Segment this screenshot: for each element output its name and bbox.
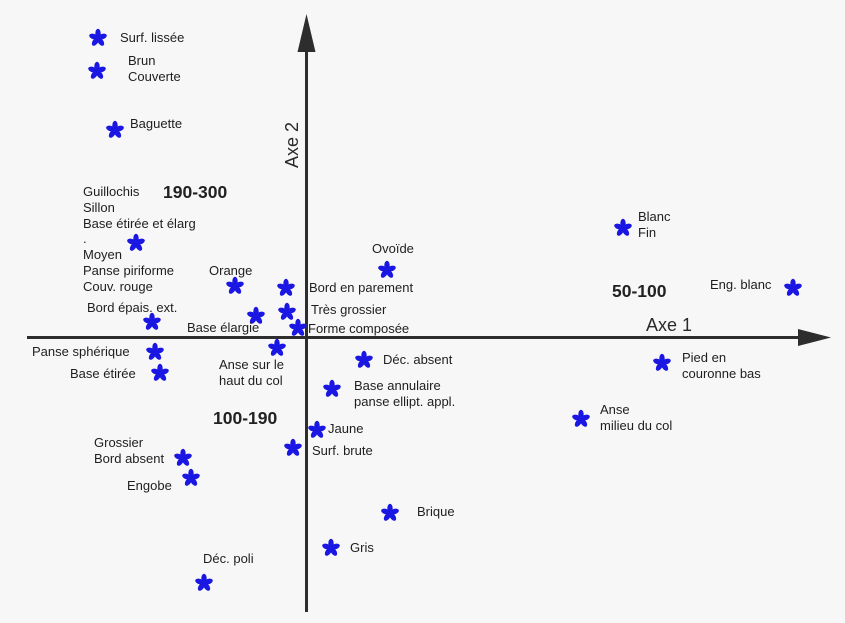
data-point-marker: [145, 342, 165, 362]
data-point-marker: [88, 28, 108, 48]
data-point-label: Base étirée: [70, 366, 136, 381]
data-point-label: Très grossier: [311, 302, 387, 317]
data-point-marker: [321, 538, 341, 558]
data-point-marker: [283, 438, 303, 458]
data-point-label: Orange: [209, 263, 253, 278]
data-point-label: Gris: [350, 540, 374, 555]
y-axis-arrowhead: [297, 14, 316, 52]
data-point-label: Base élargie: [187, 320, 260, 335]
data-point-label: Blanc Fin: [638, 209, 671, 240]
data-point-label: Déc. poli: [203, 551, 254, 566]
data-point-label: Déc. absent: [383, 352, 453, 367]
data-point-label: Ovoïde: [372, 241, 414, 256]
data-point-label: Guillochis Sillon Base étirée et élarg .…: [83, 184, 196, 294]
data-point-label: Brique: [417, 504, 455, 519]
data-point-marker: [354, 350, 374, 370]
x-axis-label: Axe 1: [646, 315, 693, 335]
data-point-label: Surf. lissée: [120, 30, 185, 45]
data-point-label: Anse milieu du col: [600, 402, 673, 433]
period-label-190-300: 190-300: [163, 182, 228, 202]
data-point-label: Anse sur le haut du col: [219, 357, 285, 388]
data-point-marker: [783, 278, 803, 298]
data-point-label: Eng. blanc: [710, 277, 772, 292]
data-point-marker: [87, 61, 107, 81]
data-point-marker: [288, 318, 308, 338]
data-point-marker: [307, 420, 327, 440]
data-point-label: Surf. brute: [312, 443, 373, 458]
data-point-label: Bord épais. ext.: [87, 300, 178, 315]
data-point-marker: [276, 278, 296, 298]
data-point-label: Pied en couronne bas: [682, 350, 761, 381]
data-point-label: Bord en parement: [309, 280, 414, 295]
data-point-marker: [181, 468, 201, 488]
data-point-label: Grossier Bord absent: [94, 435, 165, 466]
data-point-label: Base annulaire panse ellipt. appl.: [354, 378, 456, 409]
period-label-100-190: 100-190: [213, 408, 278, 428]
data-point-label: Panse sphérique: [32, 344, 130, 359]
data-point-marker: [225, 276, 245, 296]
x-axis-arrowhead: [798, 329, 831, 346]
data-point-label: Engobe: [127, 478, 172, 493]
data-point-marker: [377, 260, 397, 280]
data-point-marker: [571, 409, 591, 429]
data-point-marker: [173, 448, 193, 468]
data-point-label: Forme composée: [308, 321, 410, 336]
data-point-label: Baguette: [130, 116, 183, 131]
data-point-label: Brun Couverte: [128, 53, 181, 84]
data-point-label: Jaune: [328, 421, 364, 436]
data-point-marker: [150, 363, 170, 383]
data-point-marker: [322, 379, 342, 399]
data-point-marker: [194, 573, 214, 593]
period-label-50-100: 50-100: [612, 281, 667, 301]
data-point-marker: [613, 218, 633, 238]
data-point-marker: [380, 503, 400, 523]
data-point-marker: [267, 338, 287, 358]
data-point-marker: [652, 353, 672, 373]
data-point-marker: [105, 120, 125, 140]
